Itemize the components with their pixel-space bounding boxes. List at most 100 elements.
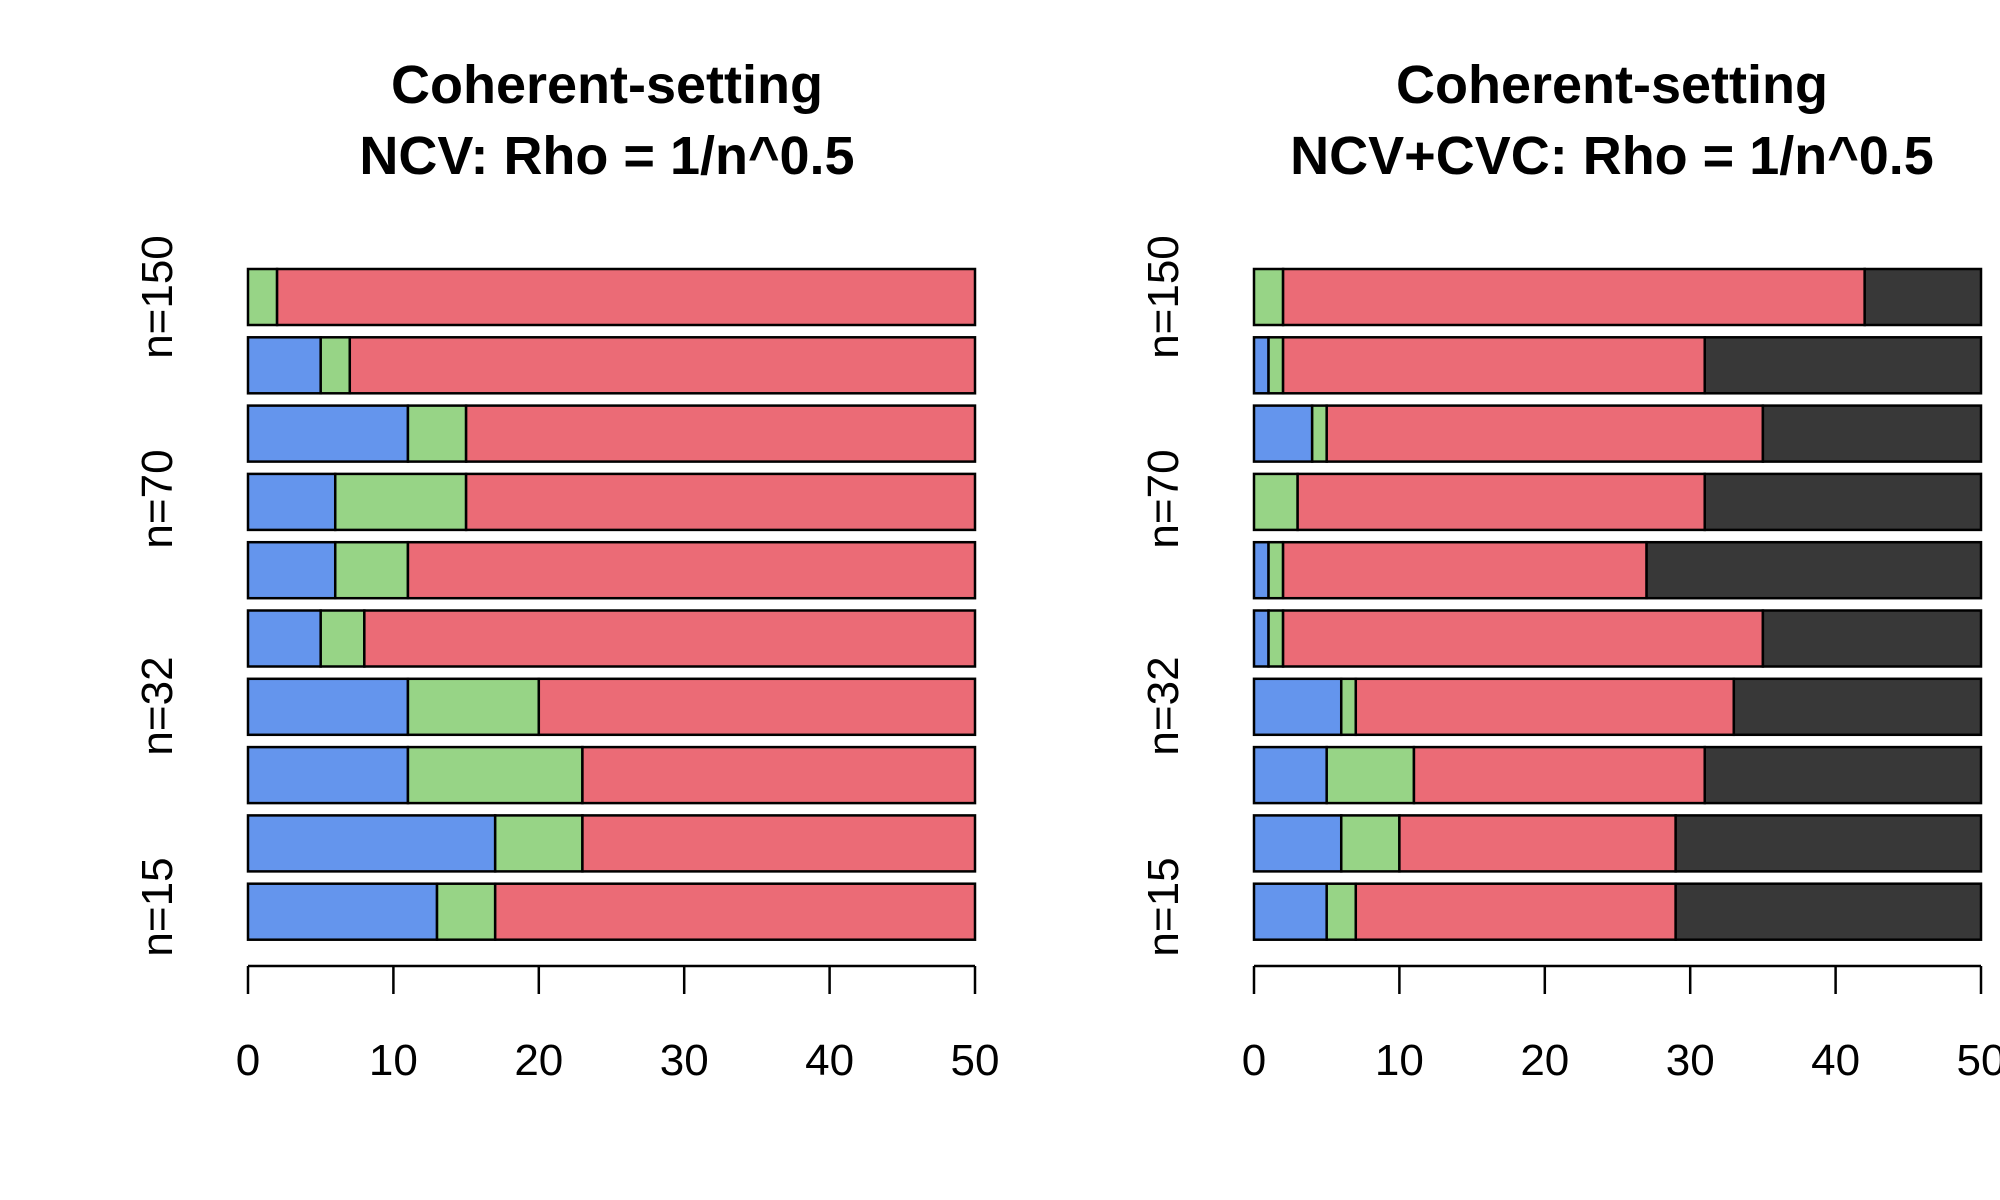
right-chart-title-line-2: NCV+CVC: Rho = 1/n^0.5 — [1290, 126, 1934, 186]
right-chart-title-line-1: Coherent-setting — [1396, 55, 1828, 115]
left-group-label-n-70: n=70 — [133, 449, 182, 548]
left-x-tick-label-40: 40 — [805, 1036, 854, 1085]
right-bar-6-segment-blue — [1252, 609, 1270, 668]
right-bar-7-segment-blue — [1252, 677, 1343, 737]
right-bar-3-segment-blue — [1252, 404, 1314, 463]
right-bar-7-segment-red — [1354, 677, 1736, 737]
right-bar-5-segment-blue — [1252, 540, 1270, 600]
left-bar-6-segment-red — [363, 609, 977, 668]
right-group-label-n-32: n=32 — [1139, 656, 1188, 755]
right-bar-10-segment-dark — [1674, 882, 1983, 941]
right-bar-3-segment-green — [1310, 404, 1328, 463]
right-x-tick-label-0: 0 — [1242, 1036, 1266, 1085]
left-bar-2-segment-green — [319, 336, 352, 395]
left-bar-10-segment-red — [493, 882, 977, 941]
right-bar-6-segment-red — [1281, 609, 1765, 668]
right-bar-1-segment-red — [1281, 267, 1866, 327]
right-bar-2-segment-blue — [1252, 336, 1270, 395]
right-bar-6-segment-green — [1267, 609, 1285, 668]
right-bar-9-segment-dark — [1674, 814, 1983, 873]
right-bar-2-segment-red — [1281, 336, 1706, 395]
left-bar-7-segment-red — [537, 677, 977, 737]
left-chart-title-line-2: NCV: Rho = 1/n^0.5 — [359, 126, 854, 186]
left-bar-4-segment-red — [464, 472, 977, 532]
right-bar-5-segment-dark — [1645, 540, 1983, 600]
right-bar-8-segment-green — [1325, 745, 1416, 805]
right-bar-4-segment-red — [1296, 472, 1706, 532]
left-bar-2-segment-red — [348, 336, 977, 395]
right-bar-4-segment-green — [1252, 472, 1299, 532]
left-bar-9-segment-green — [493, 814, 584, 873]
right-x-tick-label-10: 10 — [1375, 1036, 1424, 1085]
left-bar-1-segment-green — [246, 267, 279, 327]
right-bar-8-segment-red — [1412, 745, 1706, 805]
left-bar-3-segment-blue — [246, 404, 410, 463]
left-x-tick-label-0: 0 — [236, 1036, 260, 1085]
left-bar-2-segment-blue — [246, 336, 322, 395]
left-chart-title-line-1: Coherent-setting — [391, 55, 823, 115]
left-bar-10-segment-green — [435, 882, 497, 941]
left-group-label-n-150: n=150 — [133, 235, 182, 359]
right-bar-7-segment-dark — [1732, 677, 1983, 737]
right-bar-9-segment-red — [1398, 814, 1677, 873]
left-chart-x-axis: 0 10 20 30 40 50 — [236, 964, 1000, 1085]
left-bar-4-segment-green — [333, 472, 468, 532]
right-x-tick-label-20: 20 — [1520, 1036, 1569, 1085]
right-bar-3-segment-dark — [1761, 404, 1983, 463]
left-bar-9-segment-blue — [246, 814, 497, 873]
right-bar-1-segment-green — [1252, 267, 1285, 327]
left-group-label-n-15: n=15 — [133, 857, 182, 956]
right-bar-10-segment-red — [1354, 882, 1677, 941]
left-x-tick-label-20: 20 — [514, 1036, 563, 1085]
right-bar-2-segment-dark — [1703, 336, 1983, 395]
right-bar-9-segment-green — [1339, 814, 1401, 873]
right-bar-10-segment-blue — [1252, 882, 1328, 941]
left-bar-5-segment-blue — [246, 540, 337, 600]
left-group-label-n-32: n=32 — [133, 656, 182, 755]
right-chart-x-axis: 0 10 20 30 40 50 — [1242, 964, 2000, 1085]
right-x-tick-label-50: 50 — [1957, 1036, 2000, 1085]
right-bar-2-segment-green — [1267, 336, 1285, 395]
left-bar-3-segment-green — [406, 404, 468, 463]
left-bar-1-segment-red — [275, 267, 977, 327]
left-x-tick-label-30: 30 — [660, 1036, 709, 1085]
left-x-tick-label-50: 50 — [951, 1036, 1000, 1085]
left-x-tick-label-10: 10 — [369, 1036, 418, 1085]
right-bar-3-segment-red — [1325, 404, 1765, 463]
right-chart-group-labels: n=150 n=70 n=32 n=15 — [1139, 235, 1188, 956]
right-bar-9-segment-blue — [1252, 814, 1343, 873]
right-bar-10-segment-green — [1325, 882, 1358, 941]
right-bar-1-segment-dark — [1863, 267, 1983, 327]
right-bar-6-segment-dark — [1761, 609, 1983, 668]
right-x-tick-label-40: 40 — [1811, 1036, 1860, 1085]
left-bar-9-segment-red — [581, 814, 977, 873]
left-bar-4-segment-blue — [246, 472, 337, 532]
right-bar-4-segment-dark — [1703, 472, 1983, 532]
right-bar-7-segment-green — [1339, 677, 1358, 737]
left-bar-5-segment-green — [333, 540, 410, 600]
right-group-label-n-150: n=150 — [1139, 235, 1188, 359]
left-chart-panel: Coherent-setting NCV: Rho = 1/n^0.5 0 10 2… — [133, 55, 999, 1085]
right-bar-8-segment-dark — [1703, 745, 1983, 805]
right-bar-5-segment-green — [1267, 540, 1285, 600]
left-chart-bars — [246, 267, 977, 941]
left-bar-6-segment-green — [319, 609, 366, 668]
right-group-label-n-70: n=70 — [1139, 449, 1188, 548]
right-bar-8-segment-blue — [1252, 745, 1328, 805]
left-bar-8-segment-green — [406, 745, 584, 805]
right-bar-5-segment-red — [1281, 540, 1648, 600]
left-bar-10-segment-blue — [246, 882, 439, 941]
left-bar-7-segment-blue — [246, 677, 410, 737]
right-chart-panel: Coherent-setting NCV+CVC: Rho = 1/n^0.5 … — [1139, 55, 2000, 1085]
right-group-label-n-15: n=15 — [1139, 857, 1188, 956]
left-bar-8-segment-blue — [246, 745, 410, 805]
left-bar-8-segment-red — [581, 745, 977, 805]
right-x-tick-label-30: 30 — [1666, 1036, 1715, 1085]
left-chart-group-labels: n=150 n=70 n=32 n=15 — [133, 235, 182, 956]
left-bar-5-segment-red — [406, 540, 977, 600]
right-chart-bars — [1252, 267, 1983, 941]
left-bar-7-segment-green — [406, 677, 541, 737]
left-bar-6-segment-blue — [246, 609, 322, 668]
left-bar-3-segment-red — [464, 404, 977, 463]
